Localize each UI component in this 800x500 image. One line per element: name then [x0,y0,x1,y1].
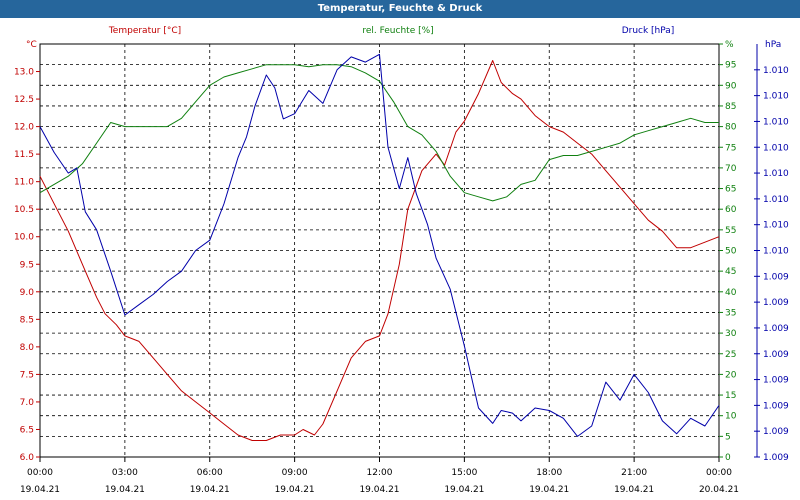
x-tick-label-date: 19.04.21 [20,485,60,495]
humidity-tick-label: 95 [725,61,736,71]
x-tick-label-time: 12:00 [367,468,393,478]
humidity-tick-label: 10 [725,412,737,422]
x-tick-label-time: 06:00 [197,468,223,478]
pressure-tick-label: 1.010 [763,92,789,102]
humidity-tick-label: 45 [725,267,736,277]
pressure-tick-label: 1.009 [763,376,789,386]
humidity-tick-label: 30 [725,329,737,339]
pressure-tick-label: 1.010 [763,66,789,76]
pressure-tick-label: 1.010 [763,221,789,231]
pressure-tick-label: 1.010 [763,169,789,179]
temperature-axis-label: Temperatur [°C] [108,26,181,36]
x-tick-label-date: 19.04.21 [444,485,484,495]
humidity-tick-label: 5 [725,432,731,442]
temperature-tick-label: 11.5 [14,150,34,160]
x-tick-label-time: 09:00 [282,468,308,478]
pressure-tick-label: 1.009 [763,272,789,282]
humidity-tick-label: 0 [725,453,731,463]
pressure-tick-label: 1.010 [763,117,789,127]
window-title-bar: Temperatur, Feuchte & Druck [0,0,800,18]
x-tick-label-date: 19.04.21 [275,485,315,495]
x-tick-label-time: 18:00 [536,468,562,478]
temperature-tick-label: 10.5 [14,205,34,215]
temperature-tick-label: 6.5 [20,425,34,435]
pressure-series-line [39,53,720,437]
chart-canvas: 00:00 19.04.21 03:00 19.04.21 06:00 19.04.21 0… [14,26,789,495]
temperature-tick-label: 6.0 [20,453,35,463]
x-tick-label-date: 19.04.21 [359,485,399,495]
humidity-tick-label: 80 [725,123,737,133]
x-tick-label-date: 19.04.21 [190,485,230,495]
humidity-tick-label: 50 [725,247,737,257]
humidity-tick-label: 55 [725,226,736,236]
temperature-tick-label: 9.5 [20,260,34,270]
x-tick-label-time: 03:00 [112,468,138,478]
temperature-tick-label: 12.0 [14,123,34,133]
humidity-tick-label: 15 [725,391,736,401]
temperature-tick-label: 8.5 [20,315,34,325]
x-tick-label-time: 21:00 [621,468,647,478]
temperature-series-line [39,60,720,441]
humidity-tick-label: 40 [725,288,737,298]
x-tick-label-time: 15:00 [451,468,477,478]
x-tick-label-date: 20.04.21 [699,485,739,495]
humidity-tick-label: 25 [725,350,736,360]
humidity-tick-label: 65 [725,185,736,195]
pressure-tick-label: 1.010 [763,143,789,153]
pressure-tick-label: 1.009 [763,350,789,360]
x-tick-label-date: 19.04.21 [614,485,654,495]
pressure-axis-label: Druck [hPa] [622,26,675,36]
temperature-tick-label: 9.0 [20,288,35,298]
humidity-axis-unit: % [725,40,734,50]
humidity-tick-label: 75 [725,143,736,153]
humidity-tick-label: 60 [725,205,737,215]
pressure-tick-label: 1.009 [763,427,789,437]
pressure-tick-label: 1.009 [763,324,789,334]
temperature-axis-unit: °C [26,40,37,50]
x-tick-label-time: 00:00 [27,468,53,478]
pressure-tick-label: 1.009 [763,453,789,463]
humidity-tick-label: 20 [725,370,737,380]
temperature-tick-label: 8.0 [20,343,35,353]
x-tick-label-date: 19.04.21 [529,485,569,495]
humidity-tick-label: 90 [725,81,737,91]
x-tick-label-time: 00:00 [706,468,732,478]
pressure-axis-unit: hPa [765,40,781,50]
temperature-tick-label: 12.5 [14,95,34,105]
pressure-tick-label: 1.010 [763,195,789,205]
humidity-series-line [39,64,719,202]
humidity-axis-label: rel. Feuchte [%] [362,26,433,36]
temperature-tick-label: 11.0 [14,178,34,188]
window-title: Temperatur, Feuchte & Druck [317,3,483,14]
temperature-tick-label: 13.0 [14,68,34,78]
humidity-tick-label: 35 [725,308,736,318]
humidity-tick-label: 85 [725,102,736,112]
temperature-tick-label: 7.5 [20,370,34,380]
pressure-tick-label: 1.010 [763,247,789,257]
temperature-tick-label: 7.0 [20,398,35,408]
x-tick-label-date: 19.04.21 [105,485,145,495]
pressure-tick-label: 1.009 [763,298,789,308]
humidity-tick-label: 70 [725,164,737,174]
temperature-tick-label: 10.0 [14,233,34,243]
pressure-tick-label: 1.009 [763,401,789,411]
